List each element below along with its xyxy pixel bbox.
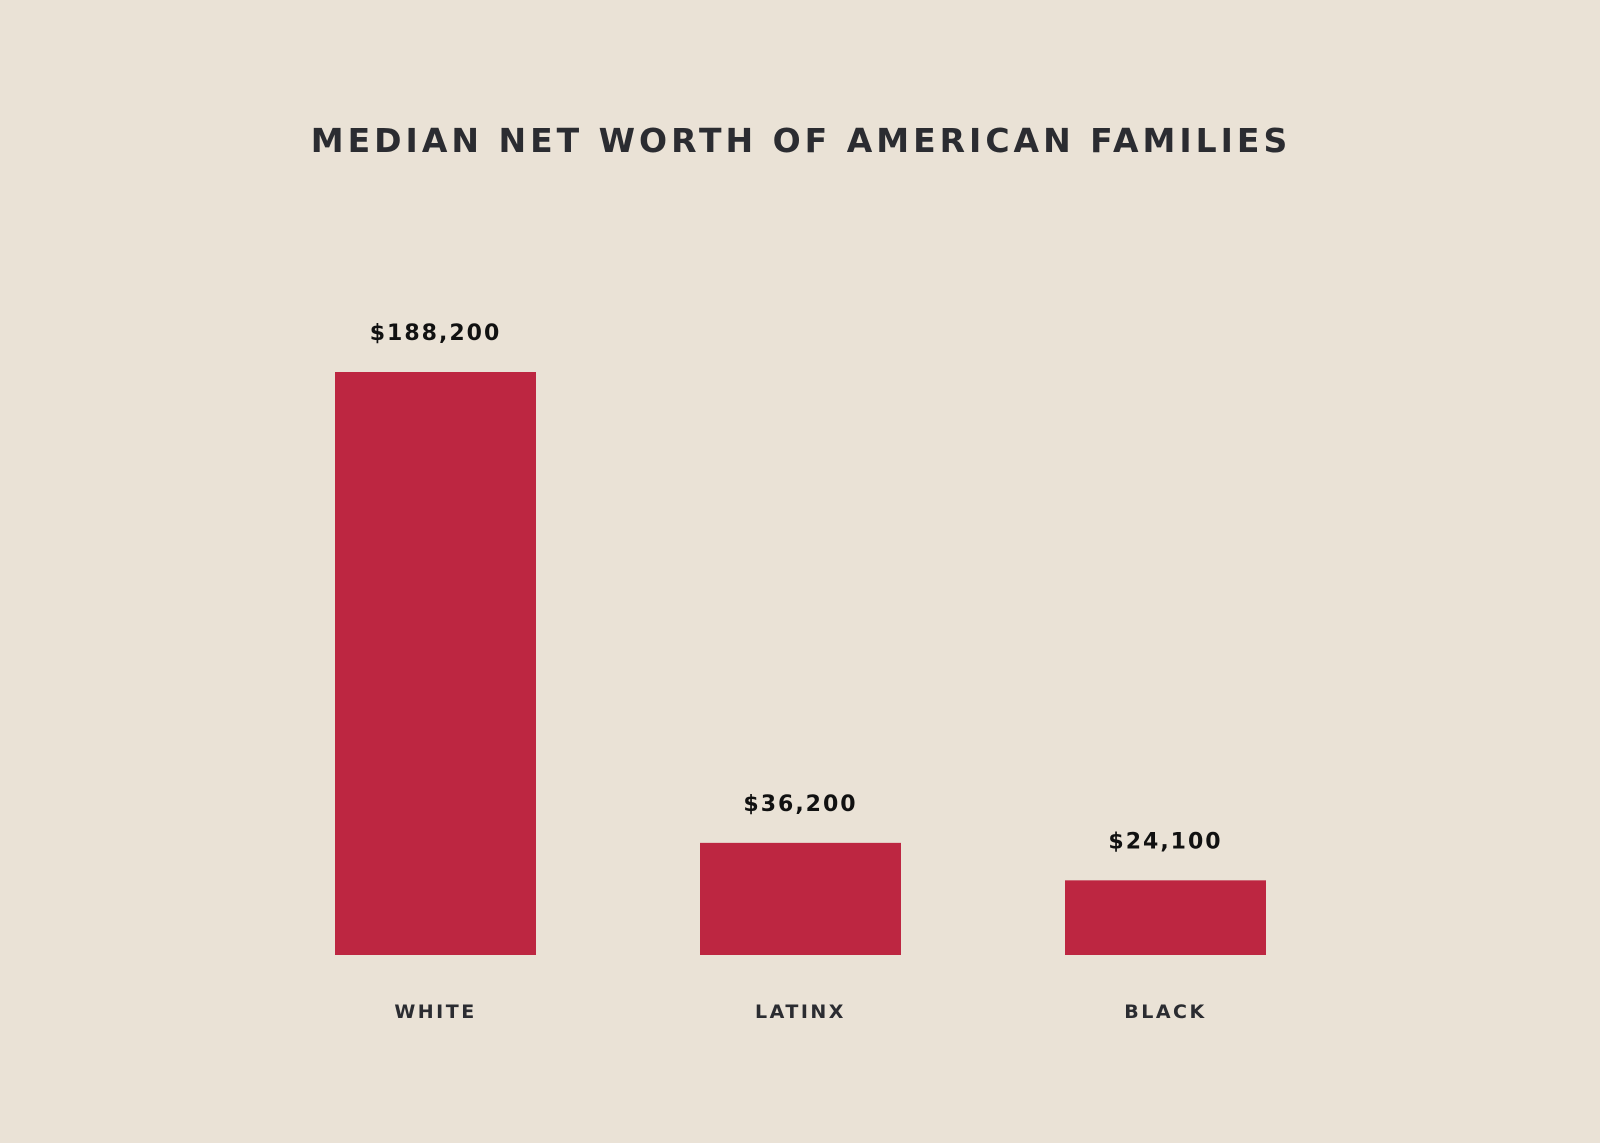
data-label-black: $24,100 xyxy=(1108,829,1222,854)
data-label-white: $188,200 xyxy=(370,321,502,346)
category-label-black: BLACK xyxy=(1124,1001,1206,1023)
data-label-latinx: $36,200 xyxy=(743,792,857,817)
category-label-white: WHITE xyxy=(394,1001,476,1023)
bar-white xyxy=(335,372,536,955)
category-label-latinx: LATINX xyxy=(755,1001,846,1023)
bar-latinx xyxy=(700,842,901,955)
bar-black xyxy=(1065,880,1266,955)
chart-title: MEDIAN NET WORTH OF AMERICAN FAMILIES xyxy=(311,121,1291,160)
